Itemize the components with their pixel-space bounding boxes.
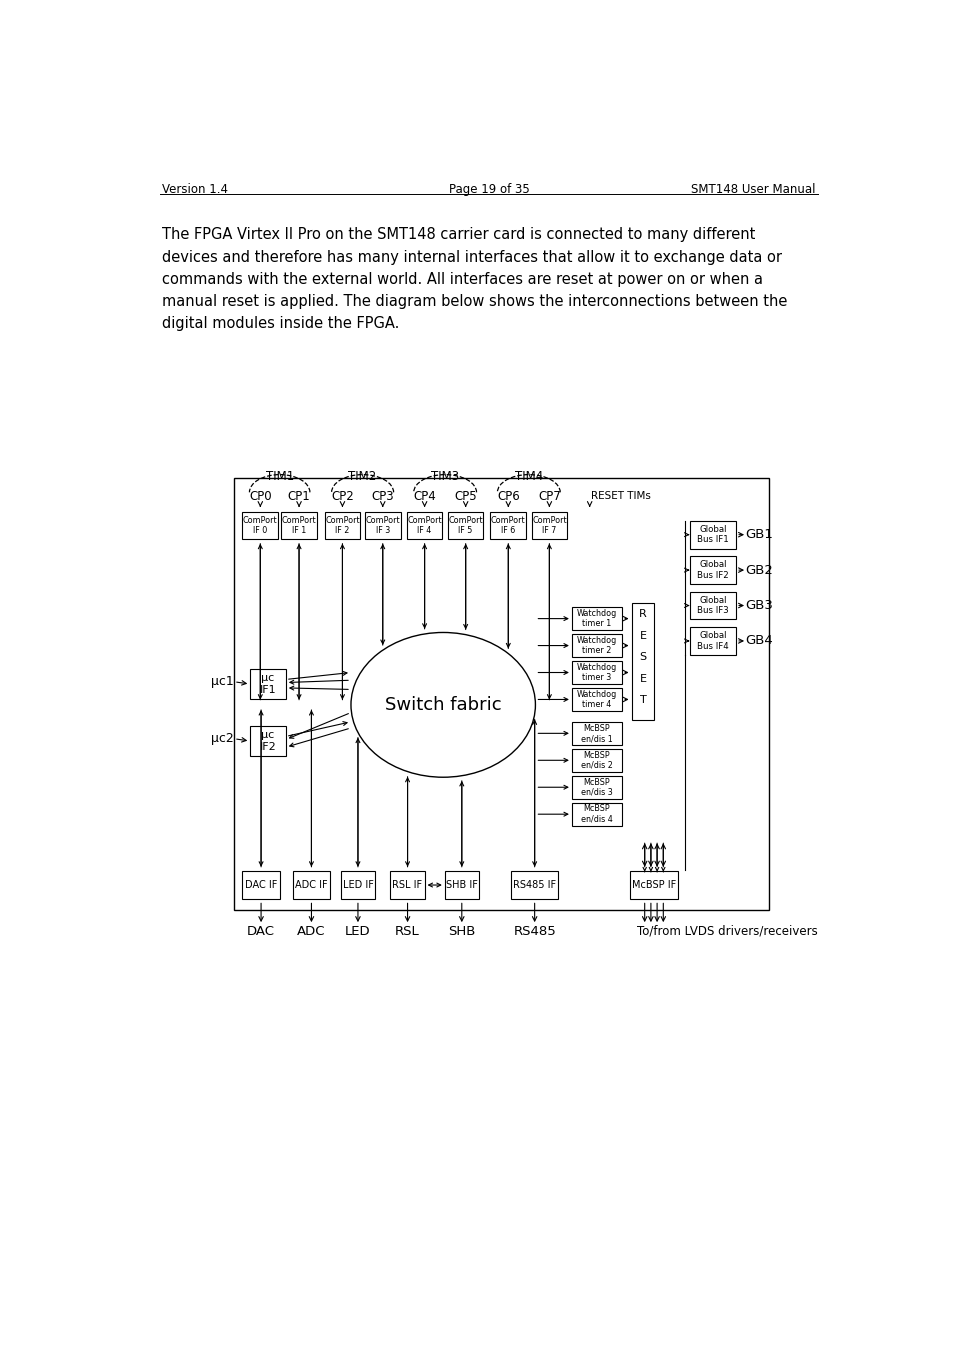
Text: CP2: CP2 — [331, 490, 354, 502]
Text: CP7: CP7 — [537, 490, 560, 502]
Bar — [242, 871, 279, 899]
Text: DAC: DAC — [247, 925, 274, 938]
Bar — [250, 670, 286, 699]
Text: ComPort
IF 5: ComPort IF 5 — [448, 516, 482, 535]
Text: Global
Bus IF1: Global Bus IF1 — [697, 525, 728, 544]
Text: TIM1: TIM1 — [265, 470, 294, 483]
Bar — [281, 512, 316, 539]
Bar — [250, 726, 286, 756]
Bar — [571, 749, 621, 772]
Text: ComPort
IF 7: ComPort IF 7 — [532, 516, 566, 535]
Text: CP3: CP3 — [371, 490, 394, 502]
Text: CP1: CP1 — [288, 490, 310, 502]
Text: SHB IF: SHB IF — [445, 880, 477, 890]
Bar — [571, 688, 621, 711]
Text: μc2: μc2 — [211, 732, 233, 745]
Text: μc
IF2: μc IF2 — [259, 730, 276, 752]
Text: ADC IF: ADC IF — [294, 880, 328, 890]
Text: CP4: CP4 — [413, 490, 436, 502]
Text: ComPort
IF 2: ComPort IF 2 — [325, 516, 359, 535]
Text: R: R — [639, 609, 646, 620]
Text: McBSP
en/dis 1: McBSP en/dis 1 — [580, 724, 612, 742]
Text: TIM4: TIM4 — [515, 470, 542, 483]
Text: Watchdog
timer 3: Watchdog timer 3 — [577, 663, 617, 682]
Text: Watchdog
timer 2: Watchdog timer 2 — [577, 636, 617, 655]
Text: S: S — [639, 652, 646, 662]
Text: ComPort
IF 0: ComPort IF 0 — [243, 516, 277, 535]
Text: GB2: GB2 — [744, 563, 773, 576]
Text: CP5: CP5 — [454, 490, 476, 502]
Bar — [511, 871, 558, 899]
Text: SHB: SHB — [448, 925, 475, 938]
Text: McBSP
en/dis 4: McBSP en/dis 4 — [580, 805, 612, 823]
Bar — [233, 478, 768, 910]
Bar — [365, 512, 400, 539]
Text: Version 1.4: Version 1.4 — [162, 182, 228, 196]
Bar — [571, 776, 621, 799]
Text: To/from LVDS drivers/receivers: To/from LVDS drivers/receivers — [637, 925, 817, 938]
Text: T: T — [639, 695, 646, 705]
Text: RS485: RS485 — [513, 925, 556, 938]
Text: RSL: RSL — [395, 925, 419, 938]
Text: CP0: CP0 — [249, 490, 272, 502]
Bar — [406, 512, 442, 539]
Text: E: E — [639, 674, 646, 683]
Text: μc1: μc1 — [211, 675, 233, 688]
Bar — [571, 662, 621, 684]
Text: CP6: CP6 — [497, 490, 519, 502]
Bar — [531, 512, 567, 539]
Text: RS485 IF: RS485 IF — [513, 880, 556, 890]
Bar — [571, 634, 621, 657]
Text: McBSP IF: McBSP IF — [631, 880, 676, 890]
Text: McBSP
en/dis 3: McBSP en/dis 3 — [580, 778, 612, 796]
Text: E: E — [639, 630, 646, 640]
Text: Watchdog
timer 1: Watchdog timer 1 — [577, 609, 617, 628]
Bar — [689, 556, 736, 585]
Text: GB4: GB4 — [744, 634, 773, 648]
Bar — [571, 803, 621, 826]
Text: Global
Bus IF2: Global Bus IF2 — [697, 560, 728, 579]
Bar — [689, 591, 736, 620]
Text: GB1: GB1 — [744, 528, 773, 541]
Text: LED IF: LED IF — [342, 880, 373, 890]
Bar — [490, 512, 525, 539]
Bar — [324, 512, 360, 539]
Text: Watchdog
timer 4: Watchdog timer 4 — [577, 690, 617, 709]
Text: RSL IF: RSL IF — [392, 880, 422, 890]
Text: McBSP
en/dis 2: McBSP en/dis 2 — [580, 751, 613, 769]
Text: ComPort
IF 1: ComPort IF 1 — [281, 516, 316, 535]
Text: The FPGA Virtex II Pro on the SMT148 carrier card is connected to many different: The FPGA Virtex II Pro on the SMT148 car… — [162, 227, 786, 331]
Text: GB3: GB3 — [744, 599, 773, 612]
Text: SMT148 User Manual: SMT148 User Manual — [691, 182, 815, 196]
Text: ComPort
IF 6: ComPort IF 6 — [491, 516, 525, 535]
Bar — [689, 521, 736, 548]
Bar — [689, 628, 736, 655]
Text: DAC IF: DAC IF — [245, 880, 277, 890]
Bar — [340, 871, 375, 899]
Text: ADC: ADC — [297, 925, 325, 938]
Bar — [444, 871, 478, 899]
Text: RESET TIMs: RESET TIMs — [591, 491, 650, 501]
Text: Page 19 of 35: Page 19 of 35 — [448, 182, 529, 196]
Text: μc
IF1: μc IF1 — [259, 672, 276, 695]
Bar — [242, 512, 278, 539]
Bar — [293, 871, 330, 899]
Text: ComPort
IF 4: ComPort IF 4 — [407, 516, 441, 535]
Bar — [632, 603, 654, 721]
Text: Global
Bus IF4: Global Bus IF4 — [697, 632, 728, 651]
Text: ComPort
IF 3: ComPort IF 3 — [365, 516, 399, 535]
Text: TIM3: TIM3 — [431, 470, 458, 483]
Text: TIM2: TIM2 — [348, 470, 376, 483]
Bar — [447, 512, 483, 539]
Bar — [390, 871, 424, 899]
Bar — [571, 722, 621, 745]
Text: Switch fabric: Switch fabric — [384, 695, 501, 714]
Text: Global
Bus IF3: Global Bus IF3 — [697, 595, 728, 616]
Bar — [571, 608, 621, 630]
Text: LED: LED — [345, 925, 371, 938]
Bar — [629, 871, 678, 899]
